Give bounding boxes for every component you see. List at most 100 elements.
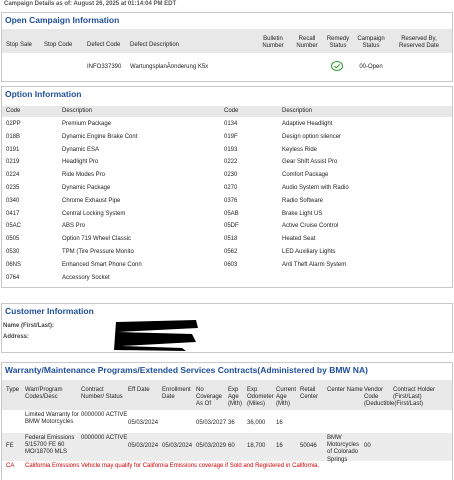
option-description: Ride Modes Pro: [62, 172, 106, 179]
option-description: Enhanced Smart Phone Conn: [62, 261, 142, 268]
cell-no-coverage: 05/03/2029: [196, 443, 227, 449]
option-code: 0340: [6, 197, 20, 204]
column-header: Recall Number: [296, 36, 318, 50]
column-header: Campaign Status: [357, 36, 385, 50]
option-description: Keyless Ride: [282, 146, 318, 153]
cell-contract: 0000000 ACTIVE: [81, 435, 128, 441]
column-header: Eff Date: [128, 387, 150, 393]
column-header: Enrollment Date: [162, 387, 191, 401]
cell-contract: 0000000 ACTIVE: [81, 412, 128, 418]
redaction: [114, 320, 198, 351]
option-code: 05AC: [6, 223, 22, 230]
column-header: Description: [282, 108, 313, 114]
option-description: LED Auxiliary Lights: [282, 249, 336, 255]
cell-program: California Emissions: [25, 463, 80, 469]
option-code: 06NS: [6, 261, 22, 268]
option-description: Dynamic ESA: [62, 146, 100, 153]
column-header: Stop Code: [44, 42, 73, 48]
cell-type: FE: [6, 443, 14, 449]
option-code: 0134: [224, 121, 238, 127]
option-description: Heated Seat: [282, 236, 316, 243]
defect-code: INFO337390: [87, 64, 122, 70]
section-title: Warranty/Maintenance Programs/Extended S…: [5, 365, 368, 375]
option-description: Radio Software: [282, 197, 324, 204]
column-header: Defect Code: [87, 42, 121, 48]
remedy-icon: [331, 61, 343, 71]
section-title: Open Campaign Information: [5, 15, 120, 25]
option-code: 0764: [6, 274, 20, 281]
column-header: Description: [62, 108, 93, 114]
option-description: Premium Package: [62, 121, 112, 127]
option-code: 0235: [6, 185, 20, 191]
column-header: Reserved By, Reserved Date: [398, 36, 440, 50]
option-description: Dynamic Package: [62, 185, 111, 191]
option-code: 0222: [224, 159, 238, 166]
option-description: ABS Pro: [62, 223, 86, 230]
column-header: Type: [6, 387, 20, 393]
header: Campaign Details as of: August 26, 2025 …: [4, 1, 177, 7]
warranty-section: Warranty/Maintenance Programs/Extended S…: [1, 362, 453, 480]
option-description: Gear Shift Assist Pro: [282, 159, 338, 166]
option-code: 0219: [6, 159, 20, 166]
option-description: Headlight Pro: [62, 159, 99, 166]
option-code: 0530: [6, 249, 20, 255]
cell-center-name: BMW Motorcycles of Colorado Springs: [327, 435, 360, 463]
column-header: Remedy Status: [326, 36, 350, 50]
cell-eff-date: 05/03/2024: [128, 443, 159, 449]
option-code: 02PP: [6, 121, 21, 127]
option-code: 0603: [224, 261, 238, 268]
option-code: 0518: [224, 236, 238, 243]
cell-no-coverage: 05/03/2027: [196, 420, 227, 426]
column-header: Current Age (Mth): [276, 387, 297, 408]
section-title: Customer Information: [5, 306, 94, 316]
row-bg: [2, 433, 452, 461]
cell-program: Limited Warranty for BMW Motorcycles: [25, 412, 79, 426]
header-row: [2, 106, 452, 117]
column-header: Vendor Code (Deductible(First/Last): [364, 387, 424, 408]
options-section: Option Information Code Description Code Des…: [1, 86, 453, 288]
section-title: Option Information: [5, 89, 82, 99]
column-header: Exp Odometer (Miles): [247, 387, 274, 408]
column-header: No Coverage As Of: [196, 387, 223, 408]
option-description: Comfort Package: [282, 172, 329, 179]
cell-type: CA: [6, 463, 15, 469]
option-code: 0376: [224, 197, 238, 204]
column-header: Contract Number/ Status: [81, 387, 123, 401]
option-description: Accessory Socket: [62, 274, 110, 281]
option-description: Option 719 Wheel Classic: [62, 236, 132, 243]
cell-note: Vehicle may qualify for California Emiss…: [81, 463, 320, 469]
option-description: TPM (Tire Pressure Monito: [62, 249, 134, 255]
field-label: Name (First/Last):: [3, 323, 55, 329]
cell-program: Federal Emissions 5/15700 FE 60 MO/18700…: [25, 435, 75, 456]
column-header: Retail Center: [300, 387, 319, 401]
field-label: Address:: [3, 334, 30, 340]
option-description: Dynamic Engine Brake Cont: [62, 133, 138, 140]
option-code: 0193: [224, 146, 238, 153]
campaign-section: Open Campaign Information Stop Sale Stop C…: [1, 12, 453, 82]
option-description: Audio System with Radio: [282, 185, 349, 191]
column-header: Code: [224, 108, 239, 114]
option-code: 0417: [6, 210, 20, 217]
option-code: 018B: [6, 133, 21, 140]
column-header: Stop Sale: [6, 42, 33, 48]
header-row: [2, 380, 452, 410]
option-description: Design option silencer: [282, 133, 342, 140]
cell-vendor-code: 00: [364, 443, 371, 449]
cell-current-age: 16: [276, 443, 283, 449]
campaign-status: 00-Open: [359, 64, 383, 70]
option-code: 05AB: [224, 210, 239, 217]
option-code: 019F: [224, 133, 238, 140]
column-header: Defect Description: [130, 42, 180, 48]
cell-exp-age: 36: [228, 420, 235, 426]
option-description: Adaptive Headlight: [282, 121, 333, 127]
customer-section: Customer Information Name (First/Last): Ad…: [1, 303, 453, 353]
cell-retail-center: 50046: [300, 443, 317, 449]
option-code: 0191: [6, 146, 20, 153]
option-description: Active Cruise Control: [282, 223, 339, 230]
column-header: Center Name: [327, 387, 363, 393]
option-code: 0224: [6, 172, 20, 179]
option-description: Brake Light US: [282, 210, 323, 217]
check: [331, 61, 343, 71]
option-code: 0505: [6, 236, 20, 243]
